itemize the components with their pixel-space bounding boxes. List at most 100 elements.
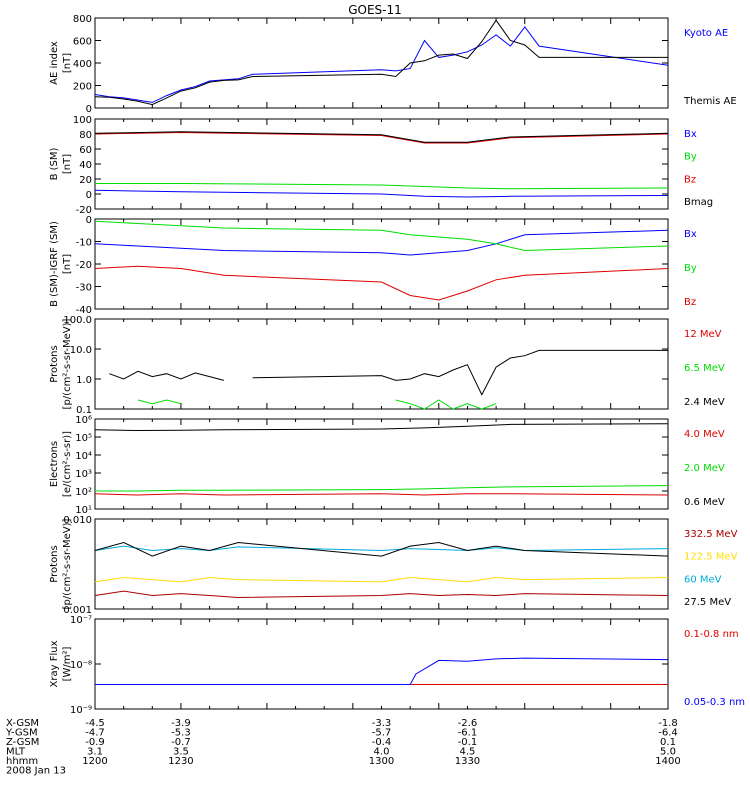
- y-axis-label: Protons: [49, 345, 60, 382]
- legend-entry: 332.5 MeV: [684, 529, 738, 540]
- x-axis-row-label: Y-GSM: [5, 728, 38, 739]
- series-line: [94, 26, 669, 103]
- series-line: [94, 131, 669, 144]
- y-tick-label: 0: [86, 190, 92, 201]
- x-axis-value: 3.1: [87, 747, 103, 758]
- x-axis-value: 1230: [168, 756, 193, 767]
- legend-entry: Bz: [684, 174, 696, 185]
- series-line: [94, 541, 669, 557]
- x-axis-value: -3.3: [372, 718, 392, 729]
- y-tick-label: 100.0: [63, 315, 92, 326]
- date-label: 2008 Jan 13: [6, 766, 66, 777]
- legend-entry: By: [684, 152, 697, 163]
- legend-entry: 60 MeV: [684, 574, 722, 585]
- y-tick-label: -20: [76, 205, 92, 216]
- panel-1: 0 200 400 600 800 AE index [nT] Kyoto AE Themis …: [49, 14, 737, 115]
- x-axis-row-label: MLT: [6, 747, 26, 758]
- legend-entry: Themis AE: [683, 96, 737, 107]
- x-axis-value: 1330: [455, 756, 480, 767]
- legend-entry: 6.5 MeV: [684, 363, 725, 374]
- y-axis-label: B (SM): [49, 147, 60, 180]
- x-axis-value: 0.1: [660, 737, 676, 748]
- x-axis-value: 1400: [655, 756, 680, 767]
- series-line: [94, 229, 669, 256]
- y-axis-unit: [p/(cm²-s-sr-MeV)]: [62, 318, 73, 409]
- y-tick-label: 10²: [75, 487, 92, 498]
- x-axis-value: 3.5: [173, 747, 189, 758]
- series-line: [95, 183, 669, 190]
- legend-entry: Bx: [684, 229, 697, 240]
- panel-7: 10⁻⁹ 10⁻⁸ 10⁻⁷ Xray Flux [W/m²] 0.1-0.8 nm 0.0…: [49, 615, 745, 716]
- series-line: [94, 265, 669, 301]
- y-tick-label: 0.001: [63, 605, 92, 616]
- series-line: [95, 485, 669, 492]
- y-tick-label: 40: [79, 160, 92, 171]
- y-tick-label: 100: [73, 115, 92, 126]
- x-axis-table: X-GSM -4.5 -3.9 -3.3 -2.6 -1.8 Y-GSM -4.7 -5.3 -5…: [5, 718, 681, 777]
- y-tick-label: -10: [76, 238, 92, 249]
- y-axis-unit: [nT]: [62, 53, 73, 73]
- series-line: [94, 220, 669, 252]
- y-tick-label: 10.0: [70, 345, 92, 356]
- panel-4: 0.1 1.0 10.0 100.0 Protons [p/(cm²-s-sr-MeV)]…: [49, 315, 725, 416]
- series-line: [95, 657, 669, 685]
- x-axis-value: 1300: [369, 756, 394, 767]
- panel-frame: [94, 17, 669, 109]
- legend-entry: 27.5 MeV: [684, 597, 731, 608]
- x-axis-value: -5.7: [372, 728, 392, 739]
- x-axis-value: -6.4: [658, 728, 678, 739]
- y-axis-unit: [p/(cm²-s-sr-MeV)]: [62, 518, 73, 609]
- panel-frame: [94, 618, 669, 710]
- panel-frame: [94, 218, 669, 310]
- y-tick-label: 10⁶: [75, 415, 92, 426]
- y-tick-label: 80: [79, 130, 92, 141]
- y-tick-label: 10⁻⁸: [70, 660, 92, 671]
- panel-frame: [94, 418, 669, 510]
- x-axis-value: -0.1: [458, 737, 478, 748]
- legend-entry: 0.05-0.3 nm: [684, 697, 745, 708]
- x-axis-value: -4.5: [85, 718, 105, 729]
- x-axis-value: -2.6: [458, 718, 478, 729]
- panel-frame: [94, 318, 669, 410]
- legend-entry: 2.0 MeV: [684, 463, 725, 474]
- y-tick-label: 400: [73, 59, 92, 70]
- series-line: [94, 493, 669, 496]
- panel-6: 0.001 0.010 Protons [p/(cm²-s-sr-MeV)] 332.5…: [49, 515, 738, 616]
- series-line: [109, 349, 668, 396]
- legend-entry: 0.6 MeV: [684, 497, 725, 508]
- y-tick-label: -40: [76, 305, 92, 316]
- y-tick-label: 0: [86, 215, 92, 226]
- y-axis-unit: [e/(cm²-s-sr)]: [62, 431, 73, 497]
- x-axis-row-label: X-GSM: [6, 718, 39, 729]
- legend-entry: Kyoto AE: [684, 28, 728, 39]
- series-line: [138, 400, 539, 409]
- y-axis-label: Electrons: [49, 441, 60, 487]
- x-axis-value: -4.7: [85, 728, 105, 739]
- legend-entry: 12 MeV: [684, 329, 722, 340]
- x-axis-value: -3.9: [171, 718, 191, 729]
- y-tick-label: 0: [86, 104, 92, 115]
- y-tick-label: 200: [73, 82, 92, 93]
- y-axis-label: Protons: [49, 545, 60, 582]
- legend-entry: Bmag: [684, 197, 713, 208]
- legend-entry: Bx: [684, 129, 697, 140]
- y-tick-label: 10⁵: [75, 433, 92, 444]
- series-line: [94, 189, 669, 198]
- y-tick-label: -20: [76, 260, 92, 271]
- y-axis-unit: [nT]: [62, 154, 73, 174]
- series-line: [94, 19, 668, 106]
- y-tick-label: 10³: [75, 469, 92, 480]
- series-line: [94, 131, 669, 143]
- legend-entry: 4.0 MeV: [684, 429, 725, 440]
- legend-entry: By: [684, 263, 697, 274]
- series-line: [94, 423, 669, 432]
- panel-2: -20 0 20 40 60 80 100 B (SM) [nT] Bx By Bz Bmag: [49, 115, 713, 216]
- y-axis-label: AE index: [49, 41, 60, 85]
- x-axis-value: -0.7: [171, 737, 191, 748]
- y-tick-label: 0.010: [63, 515, 92, 526]
- y-axis-unit: [nT]: [62, 254, 73, 274]
- x-axis-row-label: Z-GSM: [6, 737, 39, 748]
- figure-title: GOES-11: [348, 3, 402, 17]
